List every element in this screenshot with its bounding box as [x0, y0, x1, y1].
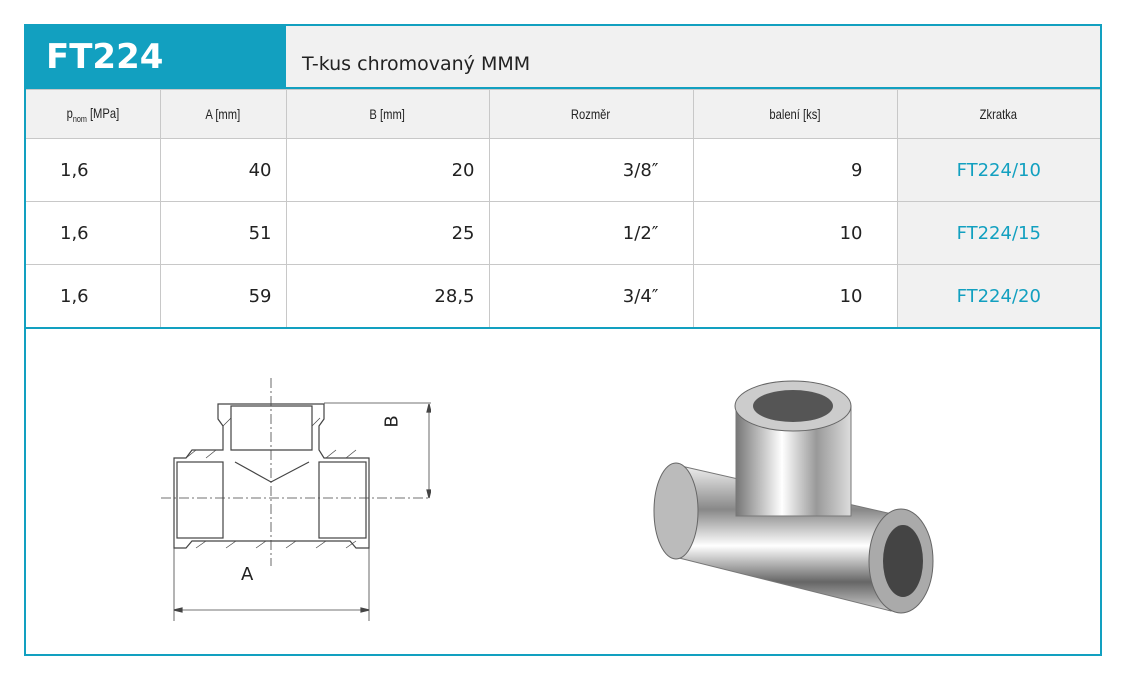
table-row: 1,6 40 20 3/8″ 9 FT224/10	[26, 138, 1100, 202]
technical-drawing	[161, 378, 431, 621]
col-a: A [mm]	[159, 89, 287, 139]
cell-pressure: 1,6	[26, 264, 161, 329]
spec-table: pnom [MPa] A [mm] B [mm] Rozměr balení […	[26, 89, 1100, 329]
cell-size: 3/4″	[488, 264, 694, 329]
cell-pack: 10	[692, 201, 898, 265]
cell-b: 28,5	[285, 264, 490, 329]
cell-b: 20	[285, 138, 490, 202]
table-row: 1,6 51 25 1/2″ 10 FT224/15	[26, 201, 1100, 265]
dimension-a-label: A	[241, 564, 254, 585]
product-title: T-kus chromovaný MMM	[286, 26, 1100, 89]
cell-a: 40	[159, 138, 287, 202]
cell-pack: 9	[692, 138, 898, 202]
cell-pressure: 1,6	[26, 138, 161, 202]
cell-b: 25	[285, 201, 490, 265]
product-code: FT224	[26, 26, 286, 89]
col-abbr: Zkratka	[896, 89, 1100, 139]
cell-pack: 10	[692, 264, 898, 329]
product-photo	[653, 380, 934, 614]
product-sheet: FT224 T-kus chromovaný MMM pnom [MPa] A …	[24, 24, 1102, 656]
cell-a: 51	[159, 201, 287, 265]
col-size: Rozměr	[488, 89, 694, 139]
cell-abbr: FT224/15	[896, 201, 1100, 265]
cell-pressure: 1,6	[26, 201, 161, 265]
col-pack: balení [ks]	[692, 89, 898, 139]
table-header: pnom [MPa] A [mm] B [mm] Rozměr balení […	[26, 89, 1100, 139]
cell-size: 1/2″	[488, 201, 694, 265]
table-row: 1,6 59 28,5 3/4″ 10 FT224/20	[26, 264, 1100, 329]
cell-abbr: FT224/20	[896, 264, 1100, 329]
col-b: B [mm]	[285, 89, 490, 139]
col-pressure: pnom [MPa]	[26, 89, 161, 139]
cell-a: 59	[159, 264, 287, 329]
cell-abbr: FT224/10	[896, 138, 1100, 202]
cell-size: 3/8″	[488, 138, 694, 202]
dimension-b-label: B	[381, 415, 403, 428]
